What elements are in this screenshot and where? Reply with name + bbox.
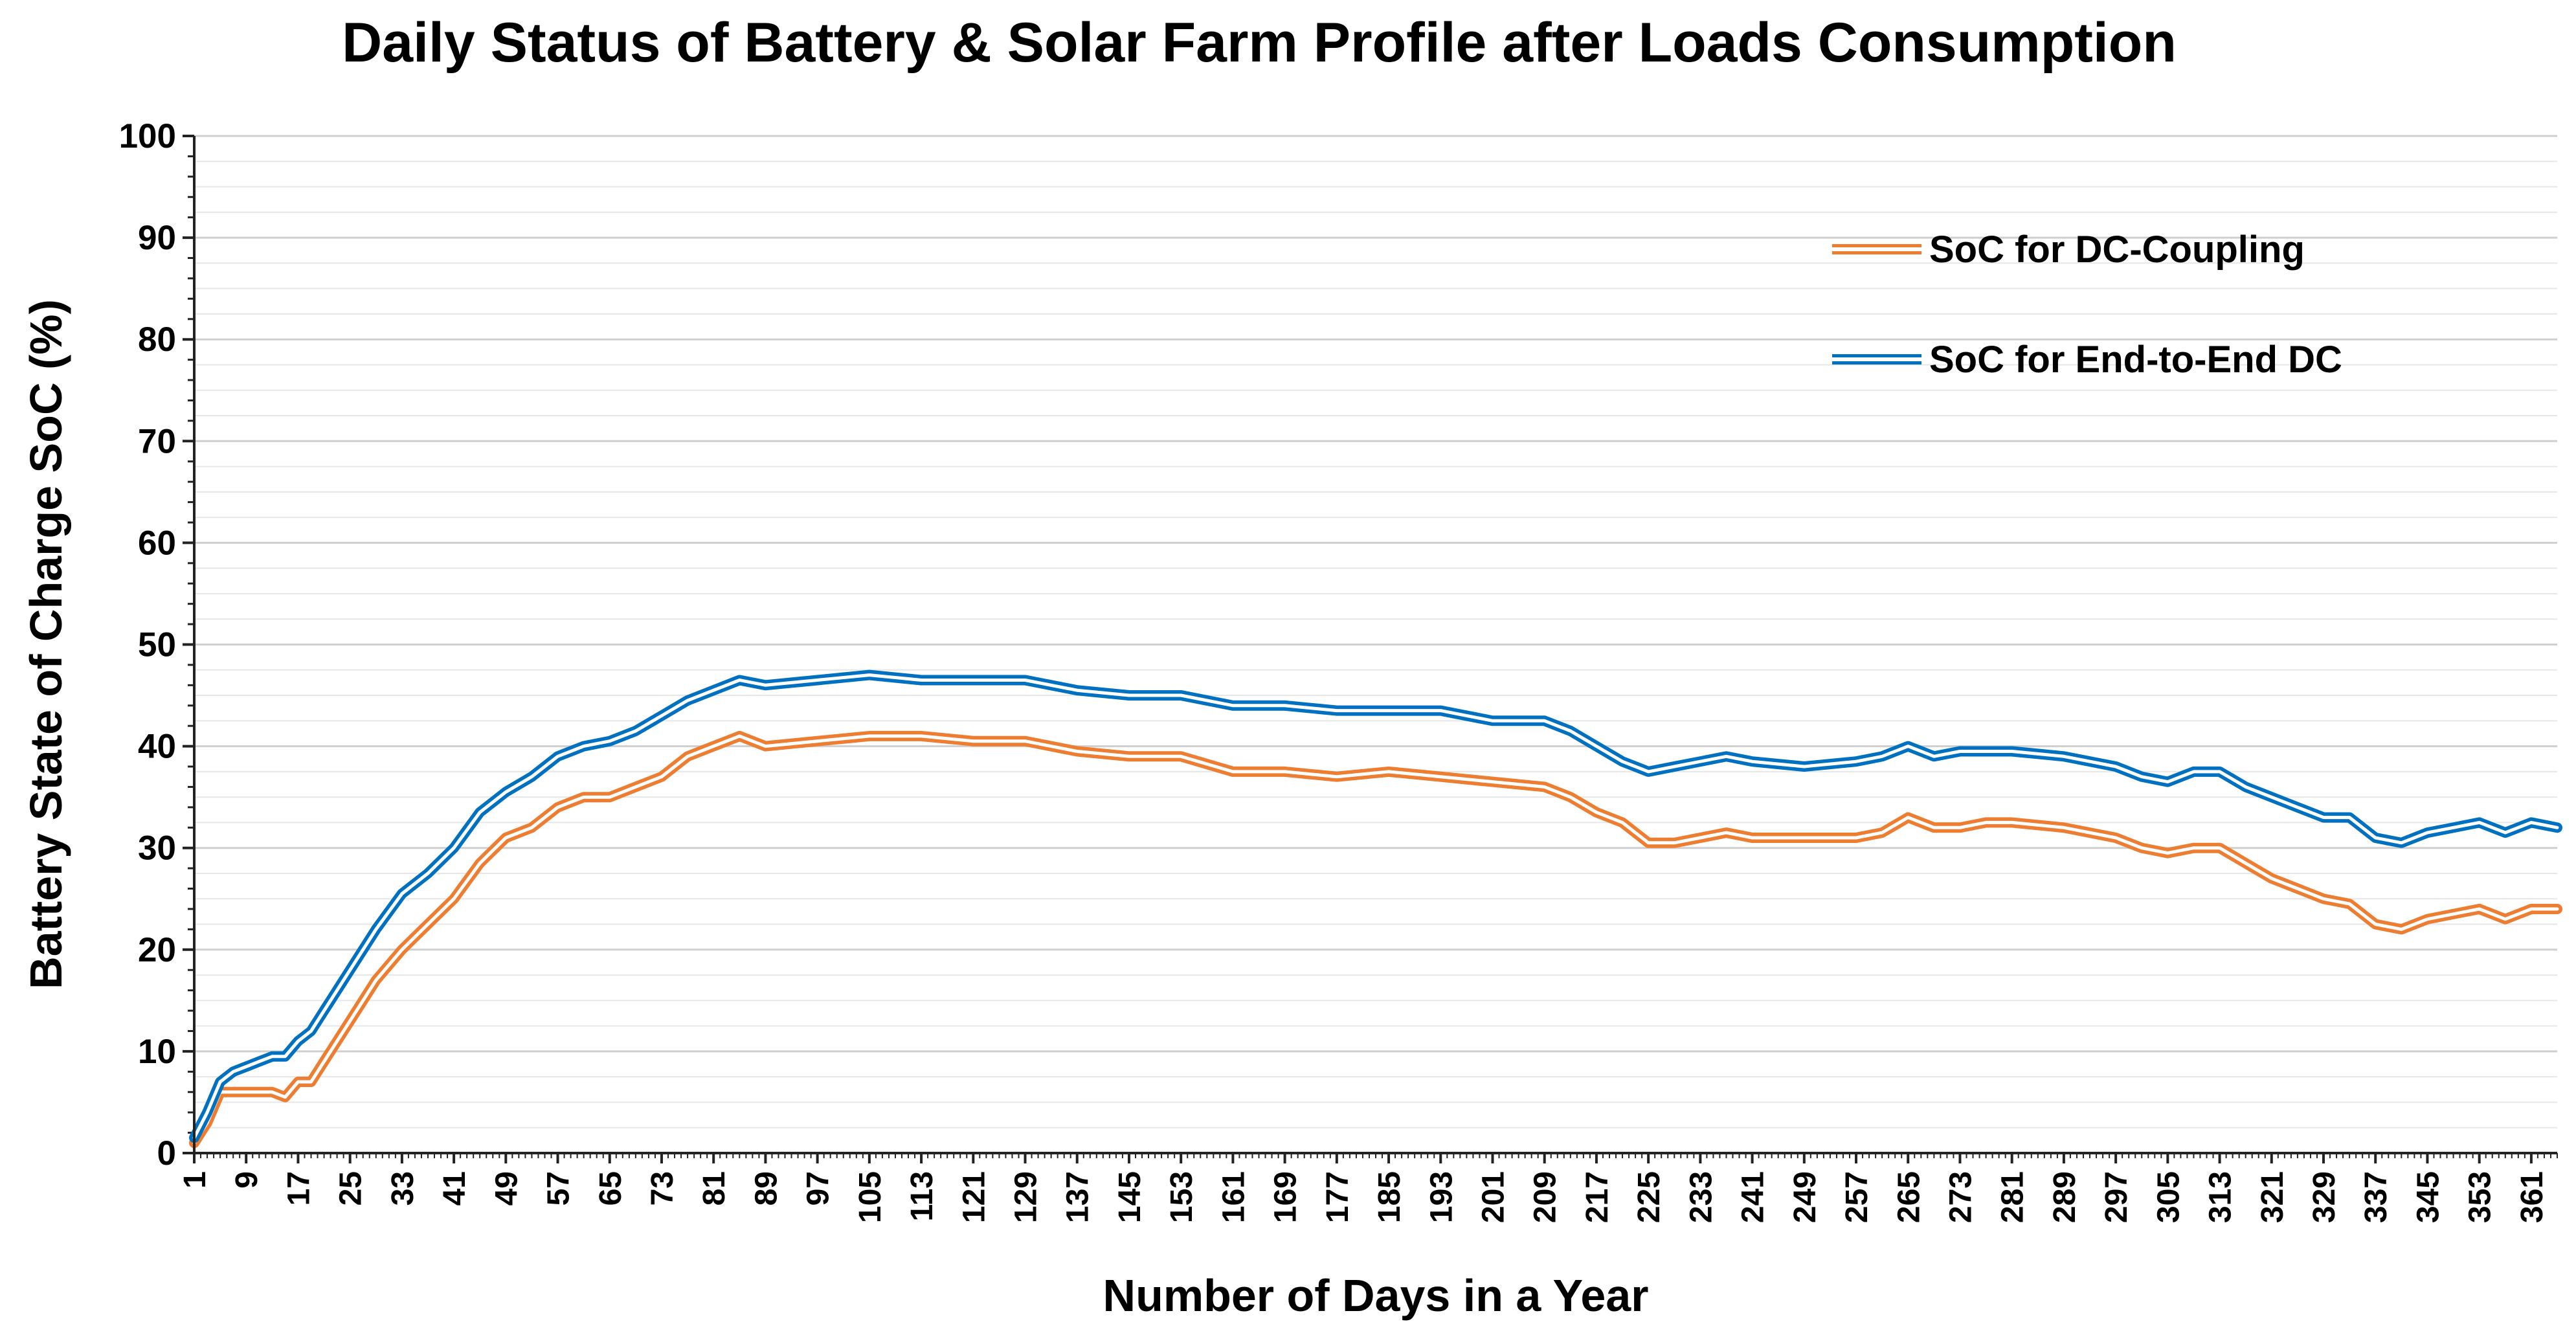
x-tick-label: 329 (2307, 1171, 2342, 1223)
x-tick-label: 185 (1372, 1171, 1407, 1223)
y-tick-label: 80 (138, 320, 176, 359)
x-tick-label: 41 (438, 1171, 472, 1206)
x-tick-label: 105 (853, 1171, 888, 1223)
legend-label-end-to-end-dc: SoC for End-to-End DC (1929, 339, 2342, 381)
x-tick-label: 137 (1061, 1171, 1095, 1223)
x-tick-label: 121 (957, 1171, 991, 1223)
x-tick-label: 353 (2463, 1171, 2498, 1223)
x-tick-label: 25 (334, 1171, 368, 1206)
x-tick-label: 337 (2359, 1171, 2393, 1223)
y-tick-label: 100 (119, 117, 176, 155)
legend-label-dc-coupling: SoC for DC-Coupling (1929, 229, 2305, 271)
x-tick-label: 1 (178, 1171, 212, 1189)
x-tick-label: 233 (1684, 1171, 1718, 1223)
x-tick-label: 361 (2515, 1171, 2549, 1223)
x-axis-ticks: 1 9 17 25 33 41 49 57 65 73 81 89 97 105 113 121 129 137 1… (178, 1153, 2558, 1223)
series-group (189, 669, 2562, 1149)
x-tick-label: 169 (1269, 1171, 1303, 1223)
y-tick-label: 70 (138, 422, 176, 460)
x-tick-label: 113 (905, 1171, 939, 1221)
x-tick-label: 73 (645, 1171, 680, 1206)
x-tick-label: 289 (2048, 1171, 2082, 1223)
x-tick-label: 65 (594, 1171, 628, 1206)
y-tick-label: 0 (157, 1134, 176, 1172)
x-tick-label: 345 (2411, 1171, 2445, 1223)
x-tick-label: 217 (1580, 1171, 1615, 1223)
legend-item-end-to-end-dc: SoC for End-to-End DC (1832, 339, 2342, 381)
x-tick-label: 281 (1996, 1171, 2030, 1223)
x-tick-label: 321 (2256, 1171, 2290, 1223)
y-axis-ticks: 0 10 20 30 40 50 60 70 80 90 100 (119, 117, 194, 1172)
series-line-end-to-end-dc (189, 669, 2562, 1143)
x-tick-label: 241 (1736, 1171, 1771, 1223)
y-tick-label: 50 (138, 626, 176, 664)
y-tick-label: 40 (138, 728, 176, 766)
x-tick-label: 209 (1529, 1171, 1563, 1223)
chart-title: Daily Status of Battery & Solar Farm Pro… (342, 12, 2177, 74)
x-tick-label: 225 (1632, 1171, 1666, 1223)
x-tick-label: 257 (1840, 1171, 1874, 1223)
x-tick-label: 273 (1943, 1171, 1978, 1223)
x-tick-label: 9 (230, 1171, 264, 1189)
x-tick-label: 161 (1216, 1171, 1251, 1223)
x-tick-label: 305 (2151, 1171, 2186, 1223)
x-tick-label: 145 (1113, 1171, 1147, 1223)
y-tick-label: 90 (138, 219, 176, 257)
x-tick-label: 201 (1476, 1171, 1510, 1223)
x-tick-label: 81 (697, 1171, 732, 1206)
y-tick-label: 30 (138, 829, 176, 868)
x-tick-label: 49 (489, 1171, 524, 1206)
y-tick-label: 10 (138, 1033, 176, 1071)
x-tick-label: 297 (2100, 1171, 2134, 1223)
series-line-end-to-end-dc-inner (192, 673, 2559, 1139)
y-tick-label: 20 (138, 931, 176, 969)
x-tick-label: 89 (749, 1171, 783, 1206)
y-tick-label: 60 (138, 524, 176, 562)
x-tick-label: 97 (801, 1171, 836, 1206)
x-tick-label: 249 (1788, 1171, 1822, 1223)
y-axis-title: Battery State of Charge SoC (%) (21, 299, 71, 989)
x-axis-title: Number of Days in a Year (1103, 1270, 1649, 1321)
x-tick-label: 265 (1892, 1171, 1926, 1223)
x-tick-label: 17 (282, 1171, 316, 1206)
x-tick-label: 33 (386, 1171, 420, 1206)
gridlines (194, 135, 2557, 1154)
legend-item-dc-coupling: SoC for DC-Coupling (1832, 229, 2305, 271)
x-tick-label: 153 (1165, 1171, 1199, 1223)
x-tick-label: 177 (1321, 1171, 1355, 1223)
x-tick-label: 193 (1424, 1171, 1459, 1223)
x-tick-label: 57 (542, 1171, 576, 1206)
x-tick-label: 313 (2204, 1171, 2238, 1223)
legend: SoC for DC-Coupling SoC for End-to-End D… (1832, 229, 2342, 381)
x-tick-label: 129 (1009, 1171, 1044, 1223)
series-line-dc-coupling-inner (192, 734, 2559, 1145)
